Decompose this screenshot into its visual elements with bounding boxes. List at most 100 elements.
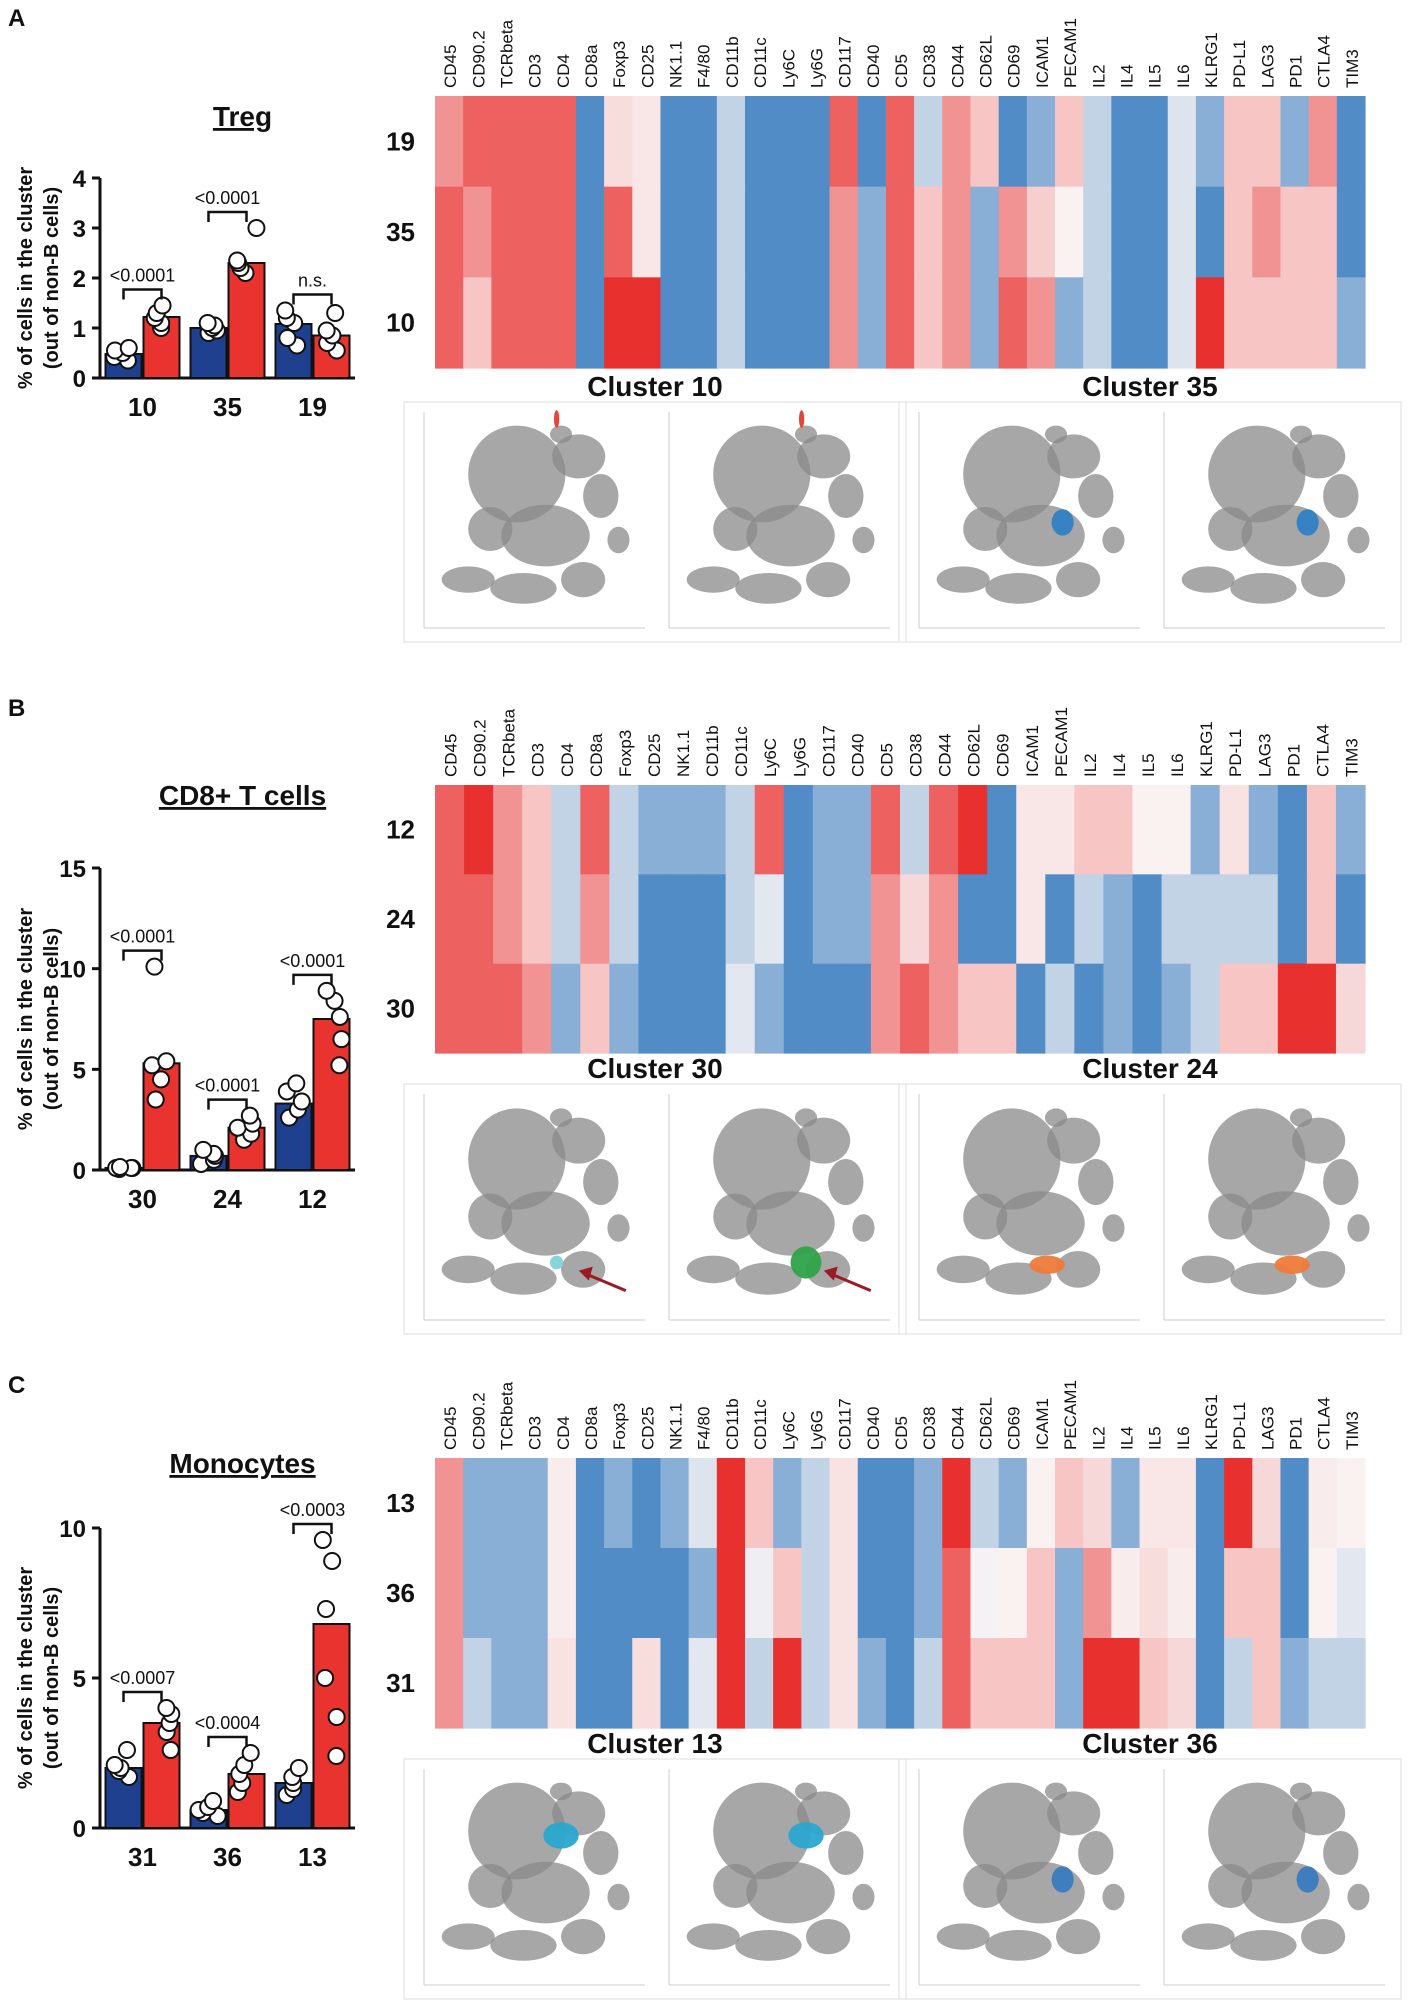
data-point-treated (152, 1070, 171, 1089)
y-axis-label-line2: (out of non-B cells) (41, 187, 63, 369)
tsne-cell-island (490, 1930, 557, 1961)
significance-bracket (122, 288, 163, 300)
heatmap-column-label: CTLA4 (1313, 724, 1332, 777)
heatmap-cell (1308, 1638, 1338, 1729)
heatmap-cell (580, 963, 610, 1054)
heatmap-cell (638, 785, 669, 875)
heatmap-cell (1224, 1458, 1253, 1549)
heatmap-cell (1139, 1548, 1169, 1639)
heatmap-cell (857, 96, 887, 188)
data-point-treated (240, 1106, 259, 1125)
heatmap-cell (463, 186, 492, 278)
tsne-highlighted-cluster (1296, 509, 1319, 536)
p-value-label: <0.0003 (280, 1500, 346, 1520)
heatmap-cell (667, 785, 698, 875)
tsne-cell-island (1208, 1864, 1253, 1908)
tsne-cell-island (1102, 1883, 1125, 1911)
tsne-cell-island (1230, 1930, 1297, 1961)
heatmap-column-label: CD45 (441, 45, 460, 88)
heatmap-cell (1336, 1638, 1366, 1729)
heatmap-cell (900, 785, 930, 875)
heatmap-cell (958, 874, 988, 965)
heatmap-cell (1280, 96, 1310, 188)
heatmap-cell (667, 874, 698, 965)
tsne-cell-island (583, 474, 619, 518)
heatmap-cell (1224, 1548, 1253, 1639)
y-axis-label-line1: % of cells in the cluster (15, 908, 37, 1131)
heatmap-cell (812, 785, 843, 875)
heatmap-cell (1306, 785, 1337, 875)
heatmap-cell (745, 186, 774, 278)
heatmap-cell (1277, 874, 1308, 965)
tsne-highlighted-cluster (1051, 1866, 1074, 1893)
tsne-cell-island (441, 1923, 495, 1950)
heatmap-cell (987, 874, 1017, 965)
heatmap-cell (987, 785, 1017, 875)
heatmap-cell (1252, 1548, 1282, 1639)
heatmap-column-label: CD44 (948, 1407, 967, 1450)
tsne-cell-island (1289, 425, 1313, 444)
heatmap-cell (1308, 1548, 1338, 1639)
heatmap-column-label: CD69 (1005, 45, 1024, 88)
tsne-map (918, 1094, 1140, 1321)
heatmap-cell (1045, 963, 1075, 1054)
y-tick-label: 2 (73, 266, 86, 293)
heatmap-cell (942, 186, 972, 278)
heatmap-cell (1190, 785, 1221, 875)
tsne-cell-island (501, 1861, 590, 1924)
y-tick-label: 0 (73, 1158, 86, 1185)
heatmap-cell (970, 1638, 1000, 1729)
heatmap-cell (1277, 963, 1308, 1054)
heatmap-cell (519, 277, 549, 369)
heatmap-column-label: CD5 (892, 1416, 911, 1450)
tsne-cell-island (1078, 1831, 1114, 1875)
heatmap-cell (464, 963, 494, 1054)
heatmap-column-label: PD-L1 (1226, 729, 1245, 777)
heatmap-cell (1111, 1458, 1141, 1549)
heatmap-cell (1195, 1548, 1225, 1639)
tsne-cell-island (852, 1883, 875, 1911)
tsne-title-right: Cluster 24 (1082, 1053, 1218, 1084)
heatmap-cell (1103, 785, 1134, 875)
heatmap-cell (1111, 96, 1141, 188)
heatmap-cell (491, 1548, 521, 1639)
heatmap-cell (829, 1638, 859, 1729)
tsne-cell-island (501, 504, 590, 567)
heatmap-cell (1055, 96, 1084, 188)
x-tick-label: 35 (213, 392, 242, 422)
heatmap: CD45 CD90.2 TCRbeta CD3 CD4 CD8a Foxp3 CD25 NK1.… (386, 18, 1366, 369)
heatmap-row-label: 24 (386, 904, 415, 934)
heatmap-cell (801, 1458, 831, 1549)
heatmap-cell (914, 186, 943, 278)
heatmap-cell (464, 874, 494, 965)
heatmap-cell (1083, 96, 1112, 188)
heatmap-column-label: CD11c (751, 1399, 770, 1450)
tsne-cell-island (441, 1255, 495, 1284)
heatmap-column-label: Ly6G (807, 48, 826, 88)
p-value-label: <0.0001 (195, 1076, 261, 1096)
heatmap-cell (1190, 963, 1221, 1054)
heatmap-cell (754, 785, 785, 875)
tsne-cell-island (1102, 1214, 1125, 1242)
tsne-map (423, 410, 645, 629)
heatmap-cell (1308, 186, 1338, 278)
tsne-cell-island (996, 1191, 1085, 1256)
tsne-cell-island (468, 1864, 513, 1908)
heatmap-cell (632, 277, 662, 369)
y-axis-label-line1: % of cells in the cluster (15, 167, 37, 390)
x-tick-label: 10 (128, 392, 157, 422)
heatmap-cell (464, 785, 494, 875)
tsne-cell-island (490, 573, 557, 604)
heatmap-column-label: PD-L1 (1230, 1402, 1249, 1450)
data-point-treated (153, 296, 172, 315)
data-point-treated (146, 1090, 165, 1109)
heatmap-column-label: IL5 (1146, 64, 1165, 88)
tsne-cell-island (1208, 425, 1306, 523)
heatmap-cell (773, 1548, 802, 1639)
heatmap-cell (857, 186, 887, 278)
data-point-treated (241, 1744, 260, 1762)
heatmap-cell (1111, 277, 1141, 369)
tsne-cell-island (1347, 1883, 1370, 1911)
heatmap-cell (580, 874, 610, 965)
tsne-cell-island (1301, 1919, 1346, 1955)
